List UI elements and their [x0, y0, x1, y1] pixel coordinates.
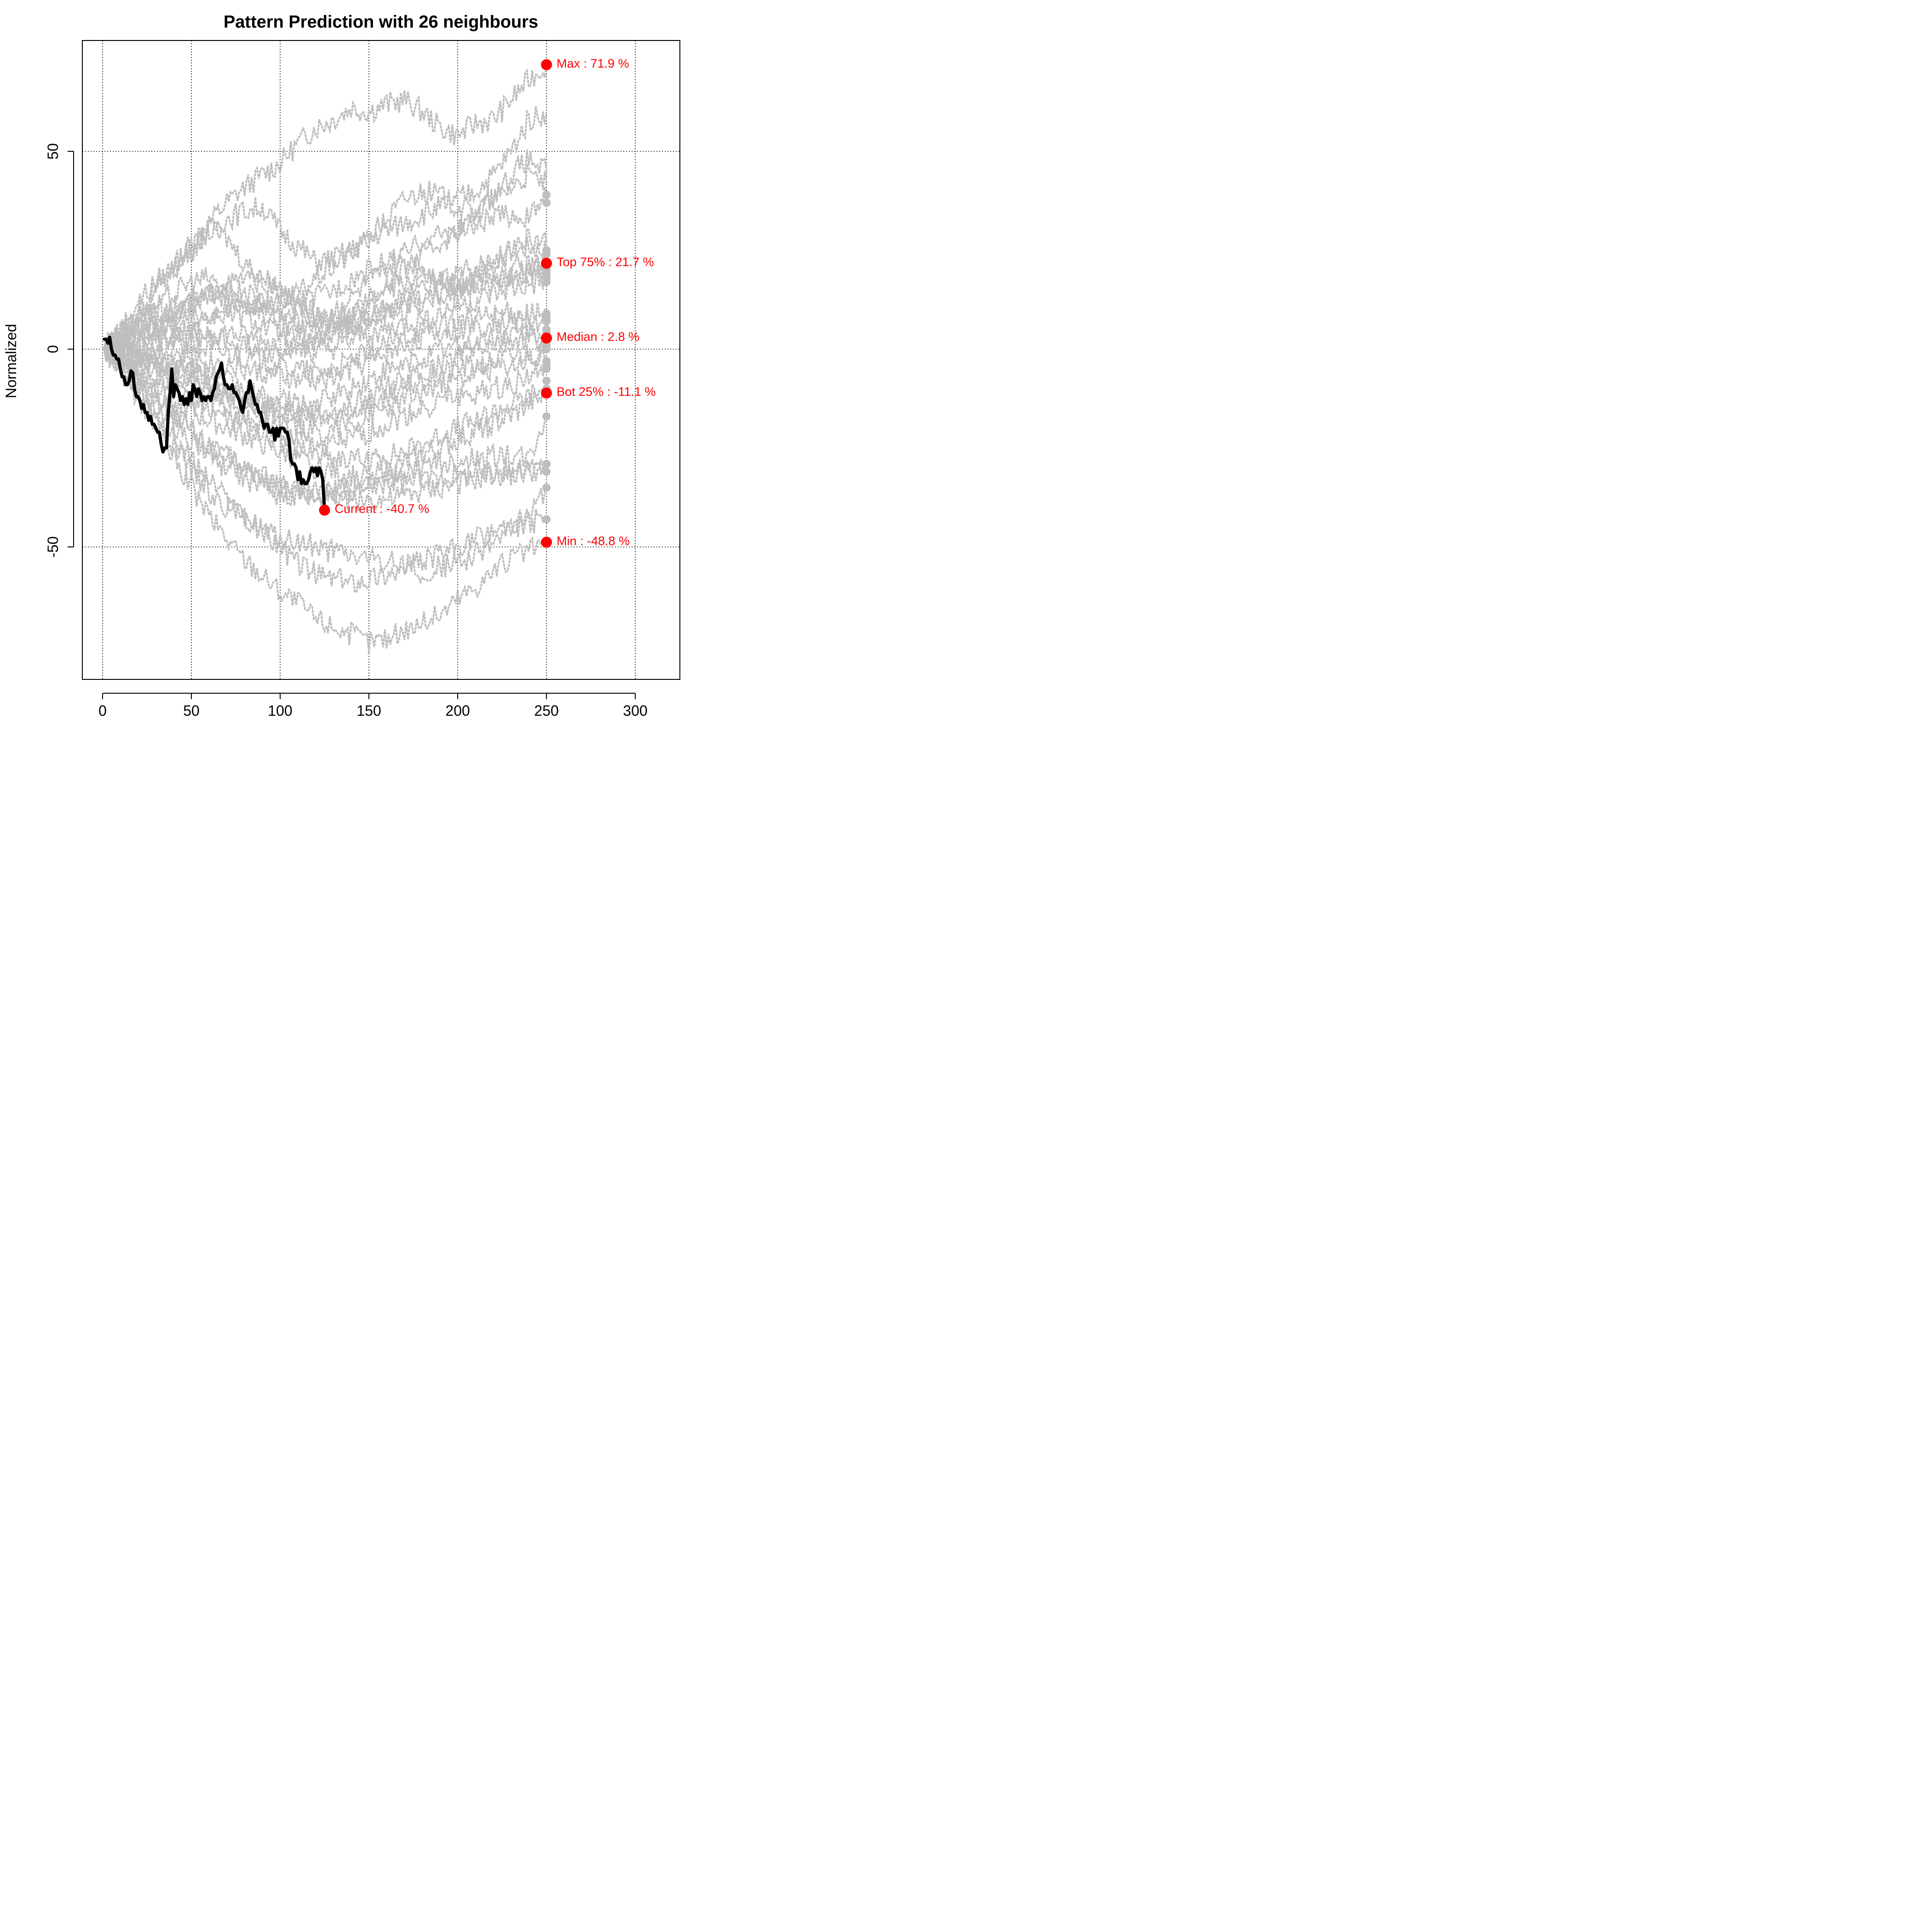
- neighbour-endpoint: [542, 515, 551, 523]
- neighbour-endpoint: [542, 277, 551, 286]
- neighbour-line: [102, 329, 547, 427]
- neighbour-endpoint: [542, 317, 551, 326]
- marker-label: Min : -48.8 %: [557, 534, 630, 548]
- y-tick-label: 0: [45, 345, 61, 353]
- marker-point: [319, 505, 330, 516]
- chart-title: Pattern Prediction with 26 neighbours: [224, 12, 538, 32]
- y-tick-label: 50: [45, 143, 61, 160]
- neighbour-line: [102, 346, 547, 509]
- x-tick-label: 50: [183, 702, 200, 718]
- neighbour-endpoint: [542, 365, 551, 373]
- marker-label: Max : 71.9 %: [557, 57, 629, 70]
- neighbour-endpoint: [542, 198, 551, 207]
- neighbour-endpoint: [542, 412, 551, 421]
- marker-group: Max : 71.9 % Top 75% : 21.7 % Median : 2.8…: [319, 57, 656, 548]
- neighbour-line: [102, 63, 547, 350]
- x-tick-label: 100: [268, 702, 292, 718]
- neighbour-endpoint: [542, 467, 551, 476]
- current-series-group: [103, 335, 326, 512]
- x-tick-label: 250: [534, 702, 558, 718]
- axes: 0 50 100 150 200 250 300 -50 0 50: [45, 143, 648, 718]
- y-tick-label: -50: [45, 536, 61, 558]
- marker-point: [541, 536, 552, 548]
- x-tick-label: 150: [356, 702, 381, 718]
- marker-label: Current : -40.7 %: [335, 502, 430, 516]
- x-tick-label: 300: [623, 702, 647, 718]
- neighbour-line: [102, 301, 547, 380]
- neighbour-line: [102, 344, 547, 491]
- marker-label: Top 75% : 21.7 %: [557, 255, 654, 269]
- neighbour-endpoint: [542, 483, 551, 492]
- marker-label: Bot 25% : -11.1 %: [557, 385, 656, 399]
- neighbour-line: [102, 162, 547, 355]
- neighbour-line: [102, 322, 547, 418]
- neighbour-line: [102, 347, 547, 653]
- x-tick-label: 0: [98, 702, 107, 718]
- neighbour-line: [102, 341, 547, 428]
- neighbour-endpoint: [542, 460, 551, 468]
- neighbour-line: [102, 345, 547, 577]
- neighbour-line: [102, 106, 547, 355]
- y-axis-label: Normalized: [3, 324, 19, 398]
- chart-container: Pattern Prediction with 26 neighbours No…: [0, 0, 718, 718]
- neighbour-series-group: [102, 63, 547, 653]
- neighbour-endpoint: [542, 190, 551, 199]
- prediction-chart: Pattern Prediction with 26 neighbours No…: [3, 12, 680, 718]
- neighbour-line: [102, 338, 547, 472]
- marker-point: [541, 332, 552, 344]
- plot-frame: [82, 40, 680, 680]
- marker-point: [541, 59, 552, 70]
- neighbour-endpoint: [542, 250, 551, 259]
- neighbour-endpoint: [542, 376, 551, 385]
- current-series-line: [103, 335, 326, 512]
- neighbour-line: [102, 345, 547, 594]
- x-tick-label: 200: [445, 702, 470, 718]
- neighbour-line: [102, 310, 547, 392]
- marker-label: Median : 2.8 %: [557, 330, 639, 344]
- marker-point: [541, 258, 552, 269]
- marker-point: [541, 387, 552, 399]
- neighbour-endpoint: [542, 345, 551, 353]
- neighbour-line: [102, 256, 547, 353]
- neighbour-line: [102, 187, 547, 354]
